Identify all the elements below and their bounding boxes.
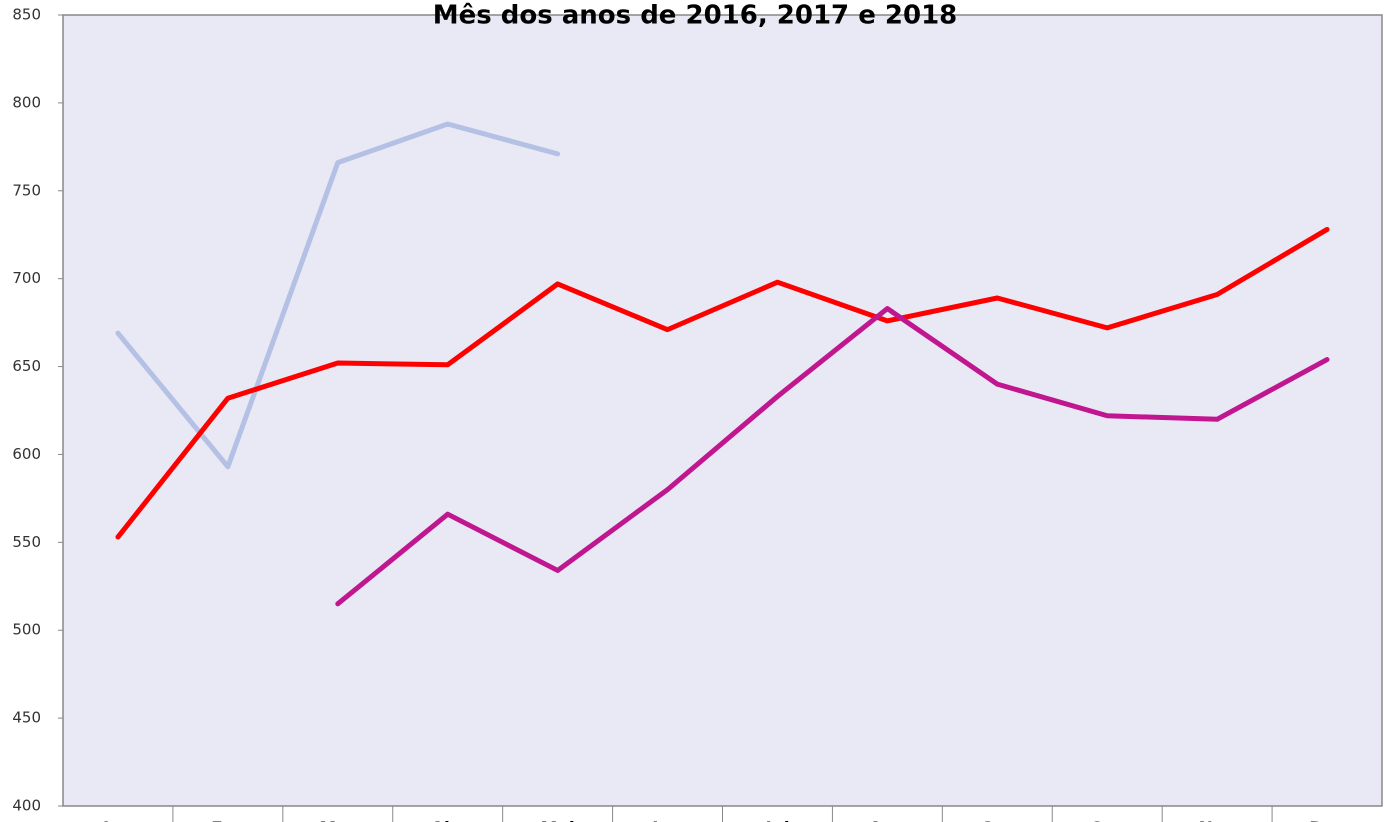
line-series bbox=[115, 226, 1330, 540]
x-tick-label: Out bbox=[1090, 819, 1125, 822]
y-tick-label: 550 bbox=[12, 533, 41, 551]
y-tick-label: 450 bbox=[12, 709, 41, 727]
x-tick-label: Mar bbox=[319, 819, 356, 822]
y-tick-label: 650 bbox=[12, 357, 41, 375]
x-tick-label: Fev bbox=[211, 819, 245, 822]
chart-title: Mês dos anos de 2016, 2017 e 2018 bbox=[433, 1, 958, 31]
x-tick-label: Jul bbox=[764, 819, 789, 822]
line-series bbox=[115, 121, 561, 470]
x-tick-label: Ago bbox=[869, 819, 906, 822]
y-tick-label: 750 bbox=[12, 181, 41, 199]
plot-area bbox=[62, 14, 1383, 807]
line-series bbox=[335, 306, 1330, 607]
x-tick-label: Abr bbox=[431, 819, 465, 822]
x-tick-label: Set bbox=[981, 819, 1013, 822]
x-tick-label: Nov bbox=[1199, 819, 1236, 822]
x-tick-label: Dez bbox=[1309, 819, 1345, 822]
y-tick-label: 850 bbox=[12, 6, 41, 24]
y-tick-label: 600 bbox=[12, 445, 41, 463]
x-tick-label: Mai bbox=[541, 819, 575, 822]
y-tick-label: 500 bbox=[12, 621, 41, 639]
y-tick-label: 800 bbox=[12, 93, 41, 111]
x-tick-label: Jan bbox=[102, 819, 133, 822]
y-tick-label: 700 bbox=[12, 269, 41, 287]
y-tick-label: 400 bbox=[12, 797, 41, 815]
x-tick-label: Jun bbox=[651, 819, 683, 822]
